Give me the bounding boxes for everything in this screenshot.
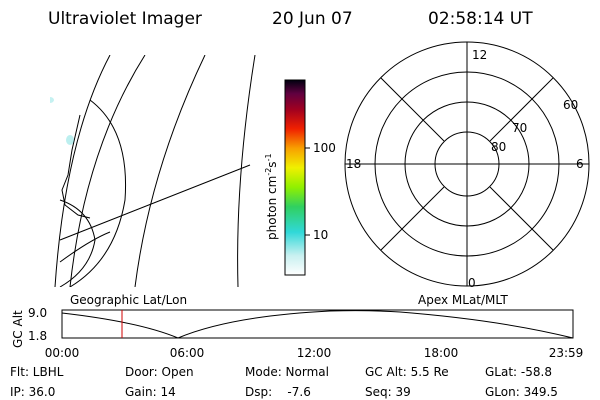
label-text: s bbox=[265, 161, 279, 167]
lat-label: 70 bbox=[512, 121, 527, 135]
mlt-label: 6 bbox=[576, 157, 584, 171]
info-field: Mode: Normal bbox=[245, 365, 329, 379]
plot-title: Geographic Lat/Lon bbox=[70, 293, 187, 307]
label-text: photon cm bbox=[265, 176, 279, 240]
time: 02:58:14 UT bbox=[428, 9, 533, 29]
y-label: GC Alt bbox=[11, 310, 25, 348]
date: 20 Jun 07 bbox=[272, 9, 353, 29]
mlt-label: 0 bbox=[468, 276, 476, 290]
x-tick-label: 12:00 bbox=[297, 346, 332, 360]
aurora bbox=[50, 97, 74, 145]
colorbar-label: photon cm-2s-1 bbox=[264, 153, 279, 240]
info-field: Gain: 14 bbox=[125, 385, 176, 399]
x-tick-label: 23:59 bbox=[549, 346, 584, 360]
y-tick-label: 9.0 bbox=[28, 306, 47, 320]
lat-label: 60 bbox=[563, 98, 578, 112]
x-ticks: 00:00 06:00 12:00 18:00 23:59 bbox=[45, 346, 584, 360]
x-tick-label: 00:00 bbox=[45, 346, 80, 360]
info-field: GLat: -58.8 bbox=[485, 365, 552, 379]
info-field: Dsp: -7.6 bbox=[245, 385, 311, 399]
mlt-label: 18 bbox=[346, 157, 361, 171]
geo-map bbox=[50, 55, 256, 287]
label-sup: -1 bbox=[264, 153, 273, 161]
mlt-label: 12 bbox=[472, 48, 487, 62]
colorbar-tick-label: 100 bbox=[313, 141, 336, 155]
polar-plot bbox=[344, 41, 590, 287]
altitude-curve bbox=[61, 310, 574, 339]
info-field: GC Alt: 5.5 Re bbox=[365, 365, 449, 379]
info-field: GLon: 349.5 bbox=[485, 385, 558, 399]
info-panel: Flt: LBHL Door: Open Mode: Normal GC Alt: 5… bbox=[10, 365, 558, 399]
label-sup: -2 bbox=[264, 168, 273, 176]
plot-title: Apex MLat/MLT bbox=[418, 293, 508, 307]
colorbar-tick-label: 10 bbox=[313, 228, 328, 242]
plot-frame bbox=[61, 309, 574, 339]
lat-label: 80 bbox=[491, 140, 506, 154]
y-tick-label: 1.8 bbox=[28, 329, 47, 343]
title: Ultraviolet Imager bbox=[48, 9, 202, 29]
info-field: Flt: LBHL bbox=[10, 365, 64, 379]
info-field: Door: Open bbox=[125, 365, 194, 379]
x-tick-label: 18:00 bbox=[424, 346, 459, 360]
info-field: IP: 36.0 bbox=[10, 385, 55, 399]
colorbar bbox=[284, 79, 306, 276]
info-field: Seq: 39 bbox=[365, 385, 411, 399]
x-tick-label: 06:00 bbox=[170, 346, 205, 360]
